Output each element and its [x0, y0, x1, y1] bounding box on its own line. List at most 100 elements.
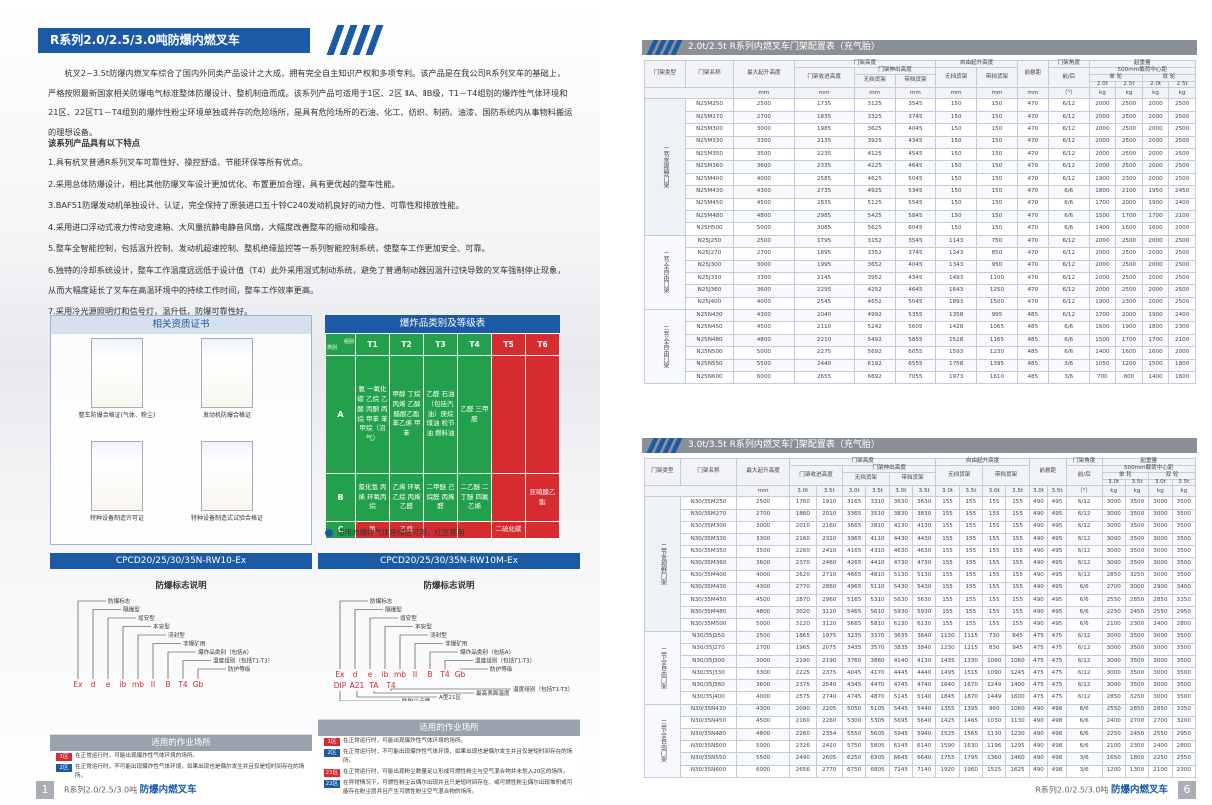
value-cell: 155	[1005, 606, 1030, 620]
value-cell: 2000	[1141, 259, 1170, 273]
data-row: N30/35M430 4300 2770 2860 4965 5110 5430 5430 15…	[645, 581, 1197, 595]
unit-cell: kg	[1148, 485, 1173, 498]
value-cell: 2210	[793, 333, 855, 348]
value-cell: 155	[958, 520, 984, 535]
unit-cell: mm	[935, 87, 978, 100]
value-cell: 2500	[733, 98, 795, 112]
value-cell: 4730	[888, 557, 914, 571]
value-cell: 1593	[935, 346, 978, 360]
data-row: N25M400 4000 2585 4625 5045 150 150 470 6/12 1900…	[645, 172, 1196, 187]
data-row: N30/35M450 4500 2870 2960 5165 5310 5630 5630 15…	[645, 593, 1197, 608]
value-cell: 1758	[935, 358, 978, 373]
value-cell: 1900	[1141, 197, 1170, 211]
value-cell: 6/12	[1047, 110, 1090, 125]
value-cell: 490	[1028, 557, 1049, 571]
marking-label: 隔爆型	[385, 606, 402, 614]
mast-name: N30/35J300	[679, 654, 738, 669]
marking-code: II	[151, 680, 155, 689]
value-cell: 4652	[853, 296, 896, 311]
value-cell: 155	[982, 545, 1007, 559]
value-cell: 1845	[935, 691, 960, 705]
value-cell: 5130	[888, 569, 914, 583]
value-cell: 6/6	[1047, 321, 1090, 335]
value-cell: 3745	[894, 247, 937, 261]
value-cell: 2500	[733, 234, 795, 249]
zone-tag: 1区	[324, 738, 340, 746]
value-cell: 1200	[1115, 358, 1143, 373]
value-cell: 1960	[958, 764, 984, 778]
unit-cell: 3.5t	[958, 485, 984, 498]
value-cell: 1115	[958, 630, 984, 644]
marking-label: 温度组别（包括T1-T3）	[213, 657, 273, 665]
value-cell: 1865	[789, 630, 817, 644]
value-cell: 5630	[888, 593, 914, 608]
value-cell: 1950	[1141, 185, 1170, 199]
header-cell: 门架角度	[1065, 458, 1103, 466]
value-cell: 2000	[1141, 271, 1170, 286]
unit-blank	[643, 87, 735, 100]
value-cell: 4300	[733, 185, 795, 199]
mast-name: N30/35N600	[679, 764, 738, 778]
data-row: N25H500 5000 3085 5625 6045 150 150 470 6/6 1400 1…	[645, 222, 1196, 236]
header-cell: 起重量	[1101, 458, 1197, 466]
value-cell: 150	[935, 135, 978, 150]
mast-name: N30/35M350	[679, 545, 738, 559]
value-cell: 155	[1005, 581, 1030, 595]
gas-table: 组别 类别 T1 T2 T3 T4 T5 T6 A 氨 一氧化碳 乙烷 乙酸 丙酮 丙烷 甲苯 苯…	[325, 333, 560, 539]
value-cell: 5930	[912, 606, 937, 620]
value-cell: 3630	[912, 496, 937, 510]
mast-name: N25M270	[684, 110, 735, 125]
value-cell: 3000	[1148, 667, 1173, 681]
value-cell: 6/12	[1065, 679, 1103, 693]
mast-name: N30/35M250	[679, 496, 738, 510]
header-cell: 门架收进高度	[789, 464, 843, 487]
marking-label: 防护等级	[490, 665, 513, 673]
zone-tag: 22区	[324, 780, 340, 788]
value-cell: 945	[1005, 642, 1030, 656]
value-cell: 5805	[865, 740, 890, 754]
mast-name: N25M450	[684, 197, 735, 211]
value-cell: 3625	[853, 123, 896, 137]
group-label: 二节全自由门架	[644, 630, 681, 705]
value-cell: 470	[1016, 110, 1049, 125]
value-cell: 490	[1028, 496, 1049, 510]
data-row: N25M270 2700 1835 3325 3745 150 150 470 6/12 2000…	[645, 110, 1196, 125]
marking-label: 爆炸品类别（包括A）	[460, 648, 514, 656]
value-cell: 5855	[894, 333, 937, 348]
value-cell: 2605	[815, 752, 843, 766]
value-cell: 4645	[894, 284, 937, 298]
value-cell: 485	[1016, 309, 1049, 323]
value-cell: 4630	[888, 545, 914, 559]
value-cell: 3500	[1124, 557, 1150, 571]
features-title: 该系列产品具有以下特点	[48, 138, 141, 148]
value-cell: 5045	[894, 296, 937, 311]
header-row: 门架类型 门架名称 最大起升高度 门架高度 自由起升高度 前悬距 门架角度 起重量	[644, 59, 1197, 89]
value-cell: 150	[976, 185, 1018, 199]
header-cell: 2.5t	[1168, 80, 1196, 89]
value-cell: 2850	[1101, 691, 1126, 705]
mast-name: N25N600	[684, 371, 735, 385]
header-cell: 带挡货架	[982, 464, 1030, 487]
value-cell: 5492	[853, 333, 896, 348]
data-row: N30/35M500 5000 3120 3120 5665 5810 6130 6130 15…	[645, 618, 1197, 632]
header-row: 无挡货架 带挡货架单 轮双 轮	[645, 471, 1196, 487]
value-cell: 5045	[894, 172, 937, 187]
value-cell: 2000	[1115, 309, 1143, 323]
value-cell: 2370	[789, 557, 817, 571]
header-cell: 500mm载荷中心距	[1088, 66, 1197, 75]
mast-name: N25N480	[684, 333, 735, 348]
value-cell: 1060	[1005, 703, 1030, 717]
value-cell: 4545	[894, 147, 937, 162]
value-cell: 3000	[1101, 496, 1126, 510]
value-cell: 4345	[841, 679, 867, 693]
value-cell: 1130	[935, 630, 960, 644]
data-row: N25N500 5000 2275 5692 6055 1593 1230 485 6/6 140…	[645, 346, 1196, 360]
value-cell: 5165	[841, 593, 867, 608]
mast-name: N25M400	[684, 172, 735, 187]
value-cell: 2550	[1101, 593, 1126, 608]
value-cell: 3300	[733, 135, 795, 150]
value-cell: 2540	[815, 679, 843, 693]
value-cell: 3120	[789, 618, 817, 632]
value-cell: 1670	[958, 679, 984, 693]
value-cell: 155	[1005, 557, 1030, 571]
